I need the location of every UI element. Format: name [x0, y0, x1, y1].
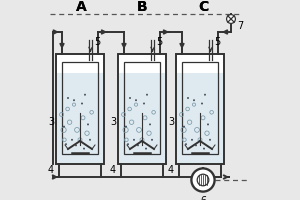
Circle shape [191, 168, 214, 192]
Circle shape [185, 143, 187, 145]
Circle shape [71, 139, 73, 141]
Circle shape [84, 94, 86, 96]
Bar [62, 62, 98, 154]
Text: 3: 3 [110, 117, 116, 127]
Bar [124, 62, 160, 154]
Circle shape [63, 126, 65, 128]
Circle shape [81, 102, 83, 104]
Circle shape [67, 97, 69, 99]
Circle shape [151, 139, 153, 141]
Circle shape [146, 94, 148, 96]
Circle shape [137, 144, 139, 146]
Circle shape [83, 148, 85, 150]
Bar [57, 73, 104, 163]
Text: B: B [137, 0, 147, 14]
Circle shape [195, 144, 197, 146]
Circle shape [193, 99, 195, 101]
Text: 5: 5 [157, 37, 163, 47]
Circle shape [127, 143, 129, 145]
Circle shape [207, 123, 209, 125]
Circle shape [65, 143, 67, 145]
Bar [118, 73, 165, 163]
Text: 4: 4 [48, 165, 54, 175]
Circle shape [75, 144, 77, 146]
Circle shape [135, 99, 137, 101]
Text: 7: 7 [237, 21, 244, 31]
Circle shape [191, 139, 193, 141]
Circle shape [201, 102, 203, 104]
Bar [176, 54, 224, 164]
Circle shape [187, 97, 189, 99]
Circle shape [145, 148, 147, 150]
Circle shape [203, 148, 205, 150]
Text: 3: 3 [168, 117, 174, 127]
Text: A: A [76, 0, 86, 14]
Text: C: C [198, 0, 208, 14]
Bar [177, 73, 224, 163]
Text: A: A [76, 0, 86, 14]
Circle shape [73, 99, 75, 101]
Bar [182, 62, 218, 154]
Circle shape [125, 126, 127, 128]
Text: 4: 4 [110, 165, 116, 175]
Text: 3: 3 [48, 117, 54, 127]
Text: 4: 4 [168, 165, 174, 175]
Text: 5: 5 [214, 37, 221, 47]
Text: C: C [198, 0, 208, 14]
Circle shape [87, 123, 89, 125]
Circle shape [204, 94, 206, 96]
Circle shape [149, 123, 151, 125]
Circle shape [226, 15, 236, 23]
Circle shape [89, 139, 91, 141]
Circle shape [209, 139, 211, 141]
Text: 5: 5 [94, 37, 101, 47]
Text: 6: 6 [200, 196, 206, 200]
Circle shape [129, 97, 131, 99]
Circle shape [183, 126, 185, 128]
Bar [56, 54, 104, 164]
Text: B: B [137, 0, 147, 14]
Circle shape [133, 139, 135, 141]
Bar [118, 54, 166, 164]
Circle shape [143, 102, 145, 104]
